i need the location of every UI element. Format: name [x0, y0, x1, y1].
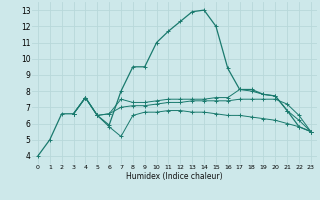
X-axis label: Humidex (Indice chaleur): Humidex (Indice chaleur) [126, 172, 223, 181]
